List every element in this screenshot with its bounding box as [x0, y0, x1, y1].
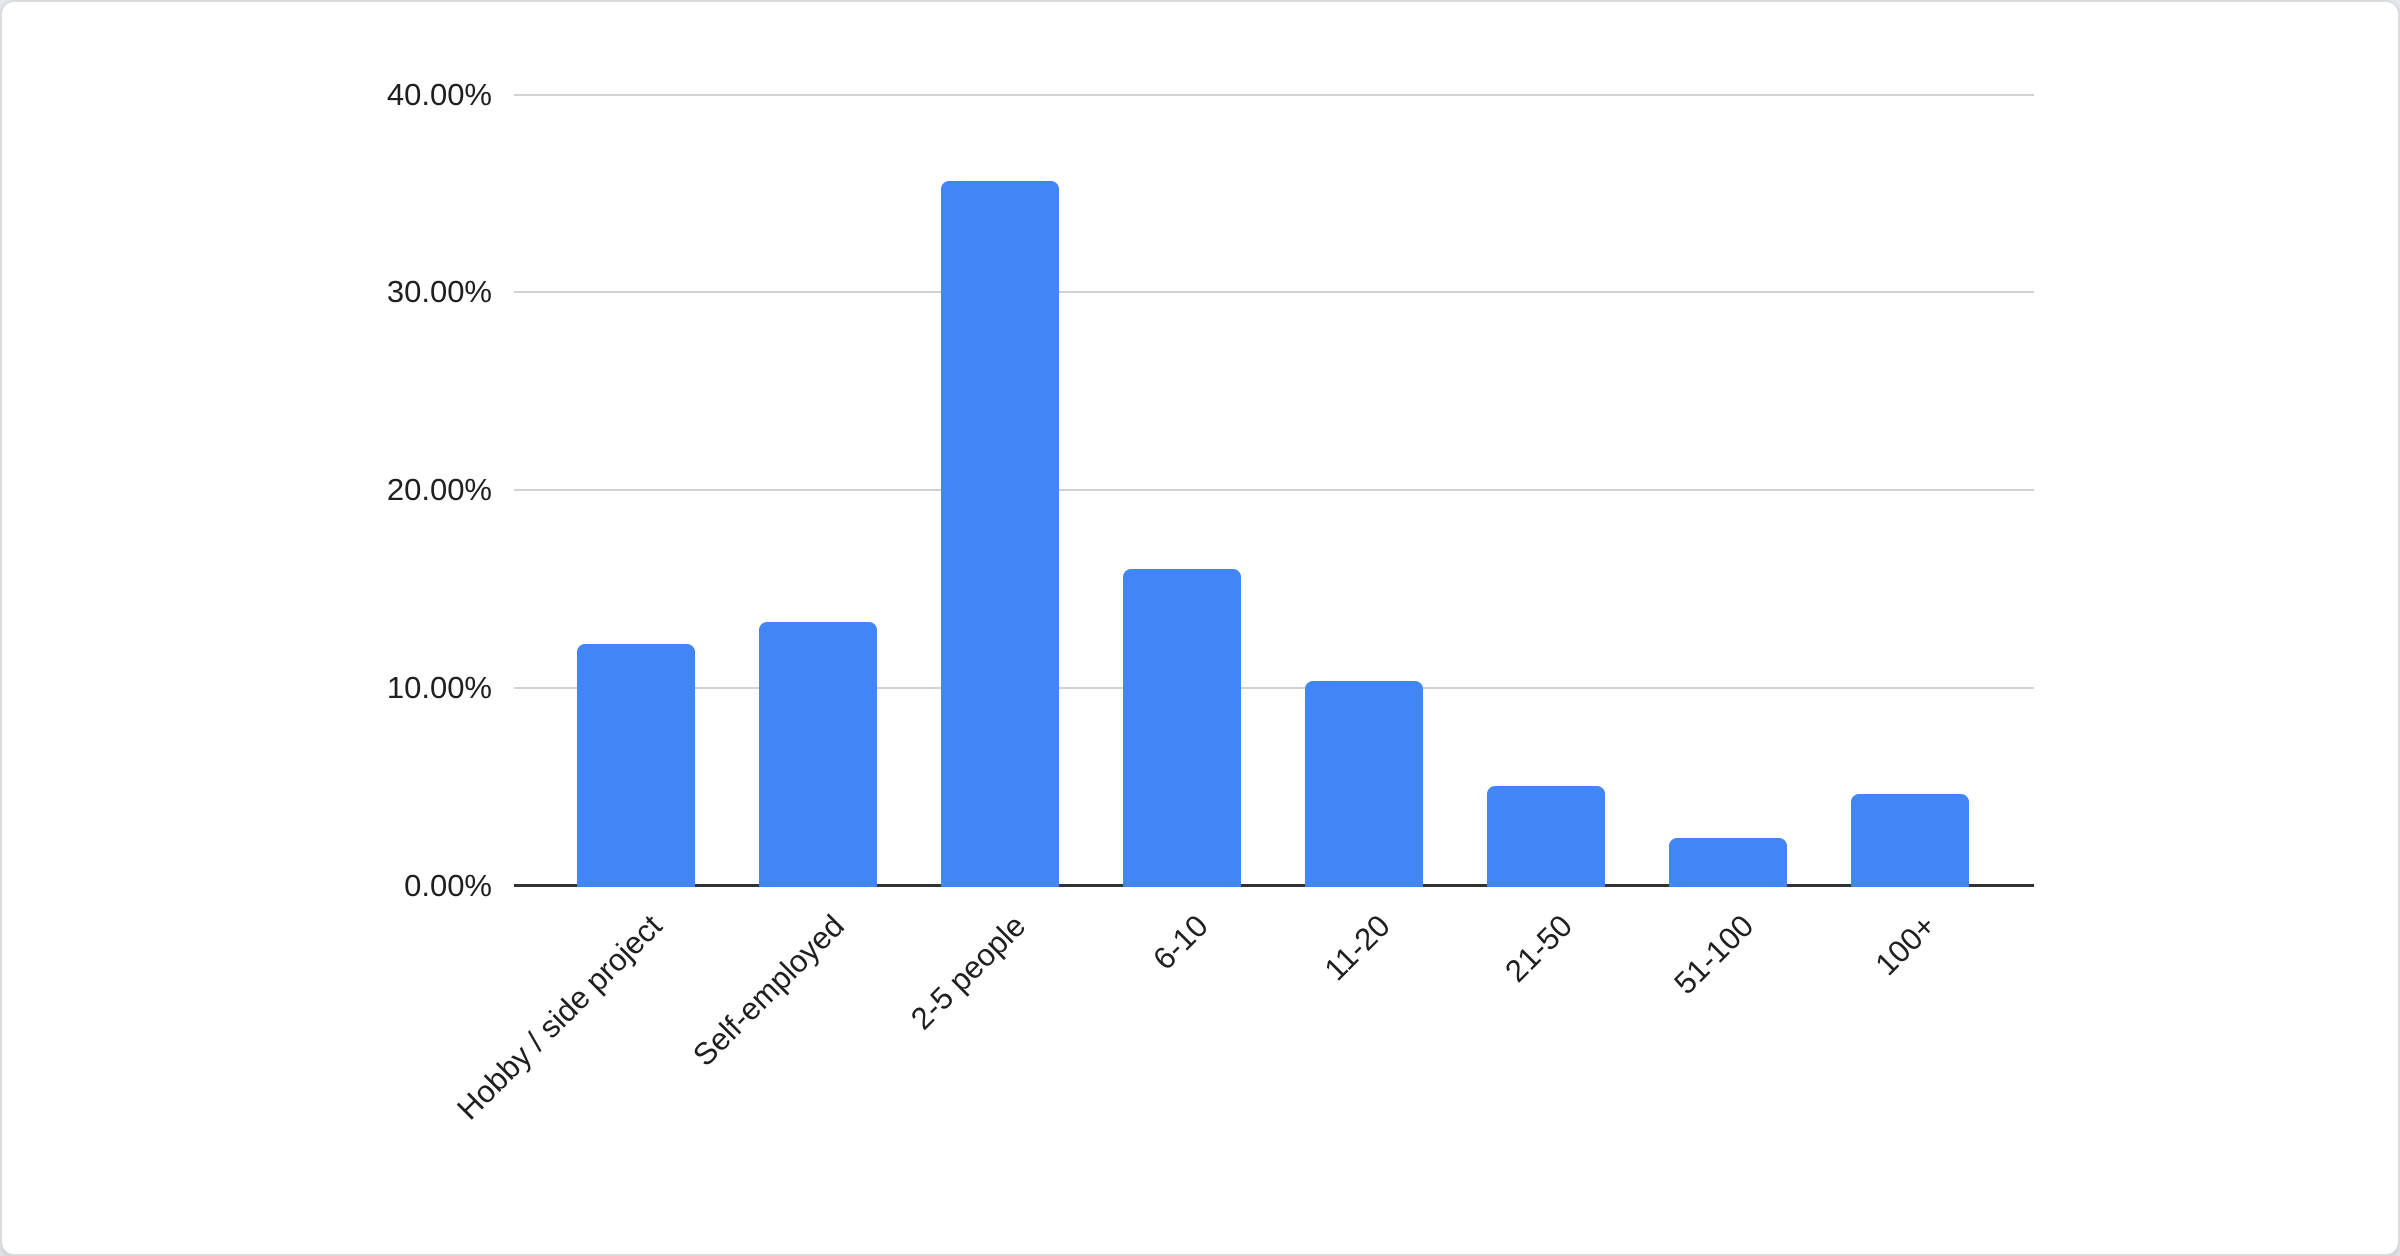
bar-self-employed[interactable]: [759, 621, 877, 887]
x-tick-label: 51-100: [1667, 907, 1761, 1001]
x-tick-label: 21-50: [1497, 907, 1579, 989]
x-tick-label: Self-employed: [685, 907, 851, 1073]
gridline-40.00%: [514, 93, 2034, 96]
x-tick-label: Hobby / side project: [450, 907, 669, 1126]
y-tick-label: 20.00%: [386, 472, 492, 507]
bar-2-5-people[interactable]: [941, 181, 1059, 887]
x-tick-label: 2-5 people: [904, 907, 1033, 1036]
y-tick-label: 30.00%: [386, 274, 492, 310]
bar-100+[interactable]: [1851, 794, 1969, 887]
gridline-30.00%: [514, 291, 2034, 294]
y-tick-label: 40.00%: [386, 76, 492, 112]
bar-11-20[interactable]: [1305, 681, 1423, 887]
x-tick-label: 100+: [1868, 907, 1943, 982]
bar-51-100[interactable]: [1669, 837, 1787, 887]
bar-hobby-side-project[interactable]: [577, 643, 695, 887]
gridline-10.00%: [514, 686, 2034, 689]
y-tick-label: 10.00%: [386, 669, 492, 705]
y-tick-label: 0.00%: [404, 867, 492, 903]
bar-21-50[interactable]: [1487, 786, 1605, 887]
x-axis-line: [514, 884, 2034, 887]
bar-6-10[interactable]: [1123, 568, 1241, 887]
x-tick-label: 11-20: [1317, 907, 1397, 987]
x-tick-label: 6-10: [1146, 907, 1215, 977]
gridline-20.00%: [514, 489, 2034, 491]
